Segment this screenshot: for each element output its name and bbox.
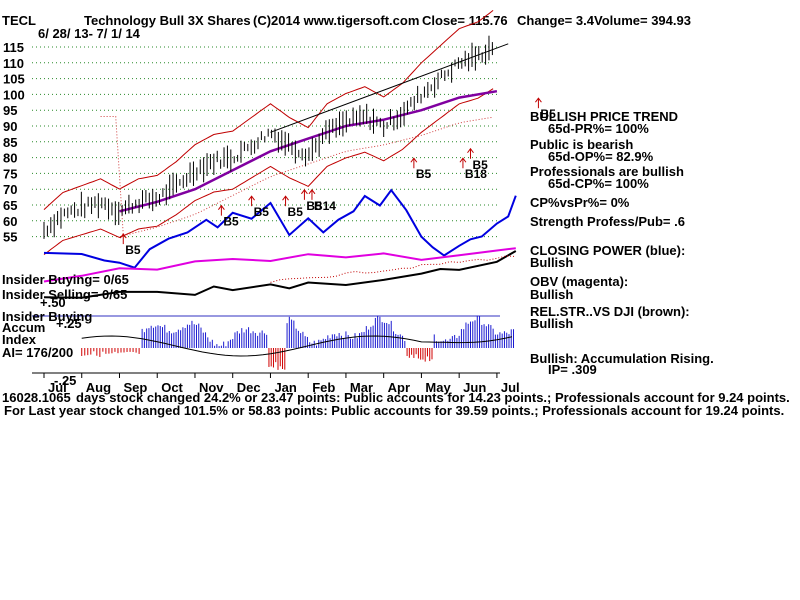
- y-tick-95: 95: [3, 103, 17, 118]
- x-tick-aug: Aug: [86, 380, 111, 395]
- signal-arrowhead: [217, 204, 225, 210]
- cpvspr-value: CP%vsPr%= 0%: [530, 195, 630, 210]
- signal-label-1: B5: [223, 215, 239, 229]
- signal-arrowhead: [410, 157, 418, 163]
- x-tick-may: May: [425, 380, 451, 395]
- x-tick-oct: Oct: [161, 380, 183, 395]
- obv-line: [43, 247, 516, 283]
- signal-arrowhead: [282, 195, 289, 201]
- ai-label: AI= 176/200: [2, 345, 74, 360]
- insider-selling: Insider Selling= 0/65: [2, 287, 128, 302]
- pros-label: Professionals are bullish: [530, 164, 684, 179]
- signal-arrowhead: [308, 189, 316, 195]
- signal-label-3: B5: [288, 205, 304, 219]
- signal-arrowhead: [248, 195, 255, 201]
- moving-average: [119, 89, 498, 213]
- close-value: Close= 115.76: [422, 13, 508, 28]
- rel-strength-dotted: [270, 255, 516, 283]
- y-tick-85: 85: [3, 135, 17, 150]
- y-tick-110: 110: [3, 56, 24, 71]
- signal-label-5: B14: [314, 199, 336, 213]
- signal-label-7: B18: [465, 167, 487, 181]
- rel-strength-line: [43, 250, 517, 299]
- signal-label-9: B5: [540, 107, 556, 121]
- copyright: (C)2014 www.tigersoft.com: [253, 13, 420, 28]
- signal-label-4: B5: [306, 199, 322, 213]
- stock-name: Technology Bull 3X Shares: [84, 13, 251, 28]
- x-tick-sep: Sep: [123, 380, 147, 395]
- change-value: Change= 3.4: [517, 13, 594, 28]
- x-tick-apr: Apr: [388, 380, 410, 395]
- accum-average: [81, 335, 513, 357]
- obv-label: OBV (magenta):: [530, 274, 629, 289]
- signal-label-6: B5: [416, 167, 432, 181]
- insider-buying-2: Insider Buying: [2, 309, 93, 324]
- x-tick-jan: Jan: [274, 380, 296, 395]
- y-tick-90: 90: [3, 119, 17, 134]
- x-tick-jun: Jun: [463, 380, 486, 395]
- plus50-label: +.50: [40, 295, 66, 310]
- ip-value: IP= .309: [548, 362, 597, 377]
- public-label: Public is bearish: [530, 137, 634, 152]
- accum-status: Bullish: Accumulation Rising.: [530, 351, 714, 366]
- y-tick-80: 80: [3, 151, 17, 166]
- ticker: TECL: [2, 13, 36, 28]
- minus25-label: -.25: [54, 373, 77, 388]
- bullish-trend: BULLISH PRICE TREND: [530, 109, 679, 124]
- date-range: 6/ 28/ 13- 7/ 1/ 14: [38, 26, 140, 41]
- strength-value: Strength Profess/Pub= .6: [530, 214, 685, 229]
- signal-arrowhead: [467, 147, 474, 154]
- footer-line-1: days stock changed 24.2% or 23.47 points…: [76, 390, 790, 405]
- signal-arrowhead: [301, 189, 308, 195]
- y-tick-70: 70: [3, 182, 17, 197]
- x-tick-dec: Dec: [237, 380, 261, 395]
- dotted-trend: [100, 116, 494, 237]
- x-tick-nov: Nov: [199, 380, 224, 395]
- closing-power-line: [43, 188, 517, 269]
- x-tick-mar: Mar: [350, 380, 373, 395]
- cp-value: 65d-CP%= 100%: [548, 176, 649, 191]
- signal-label-0: B5: [125, 243, 141, 257]
- footer-prefix: 16028.1065: [2, 390, 71, 405]
- accum-label: Accum: [2, 320, 46, 335]
- y-tick-115: 115: [3, 40, 24, 55]
- footer-line-2: For Last year stock changed 101.5% or 58…: [4, 403, 785, 418]
- closing-power-label: CLOSING POWER (blue):: [530, 243, 686, 258]
- index-label: Index: [2, 332, 36, 347]
- upper-band: [43, 10, 494, 210]
- y-tick-75: 75: [3, 166, 17, 181]
- y-tick-65: 65: [3, 198, 17, 213]
- signal-label-8: B5: [472, 158, 488, 172]
- y-tick-100: 100: [3, 87, 25, 102]
- relstr-label: REL.STR..VS DJI (brown):: [530, 304, 690, 319]
- relstr-state: Bullish: [530, 316, 574, 331]
- lower-band: [43, 88, 494, 256]
- y-tick-55: 55: [3, 230, 17, 245]
- closing-power-state: Bullish: [530, 255, 574, 270]
- x-tick-jul: Jul: [48, 380, 67, 395]
- op-value: 65d-OP%= 82.9%: [548, 149, 654, 164]
- signal-arrowhead: [459, 157, 467, 163]
- y-tick-105: 105: [3, 72, 25, 87]
- pr-value: 65d-PR%= 100%: [548, 121, 649, 136]
- signal-arrowhead: [119, 233, 127, 239]
- plus25-label: +.25: [56, 316, 82, 331]
- obv-state: Bullish: [530, 287, 574, 302]
- y-tick-60: 60: [3, 214, 17, 229]
- signal-arrowhead: [535, 97, 542, 103]
- x-tick-feb: Feb: [312, 380, 335, 395]
- insider-buying: Insider Buying= 0/65: [2, 272, 129, 287]
- x-tick-jul: Jul: [501, 380, 520, 395]
- signal-label-2: B5: [254, 205, 270, 219]
- volume-value: Volume= 394.93: [594, 13, 691, 28]
